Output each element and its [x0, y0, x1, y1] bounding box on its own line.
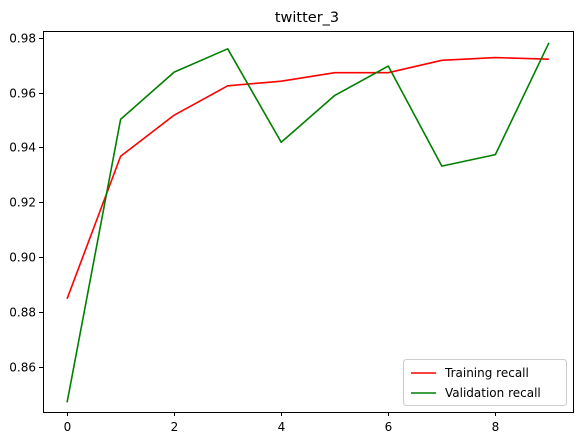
y-tick-label: 0.86 [9, 361, 36, 375]
legend-label: Training recall [444, 366, 529, 380]
y-tick-label: 0.96 [9, 87, 36, 101]
x-tick-label: 6 [385, 420, 393, 434]
chart-title: twitter_3 [275, 10, 339, 26]
y-tick-label: 0.98 [9, 32, 36, 46]
legend: Training recall Validation recall [403, 359, 567, 406]
series-layer [66, 42, 550, 403]
y-tick-label: 0.88 [9, 306, 36, 320]
plot-frame [43, 31, 574, 413]
legend-box [403, 359, 567, 406]
series-line-training-recall [66, 56, 549, 300]
x-tick-label: 4 [278, 420, 286, 434]
series-line-validation-recall [66, 42, 550, 403]
x-tick-label: 8 [492, 420, 500, 434]
y-tick-label: 0.94 [9, 141, 36, 155]
y-axis: 0.86 0.88 0.90 0.92 0.94 0.96 0.98 [9, 32, 43, 375]
x-tick-label: 2 [171, 420, 179, 434]
y-tick-label: 0.92 [9, 196, 36, 210]
y-tick-label: 0.90 [9, 251, 36, 265]
x-tick-label: 0 [64, 420, 72, 434]
x-axis: 0 2 4 6 8 [64, 412, 500, 434]
legend-label: Validation recall [445, 386, 541, 400]
